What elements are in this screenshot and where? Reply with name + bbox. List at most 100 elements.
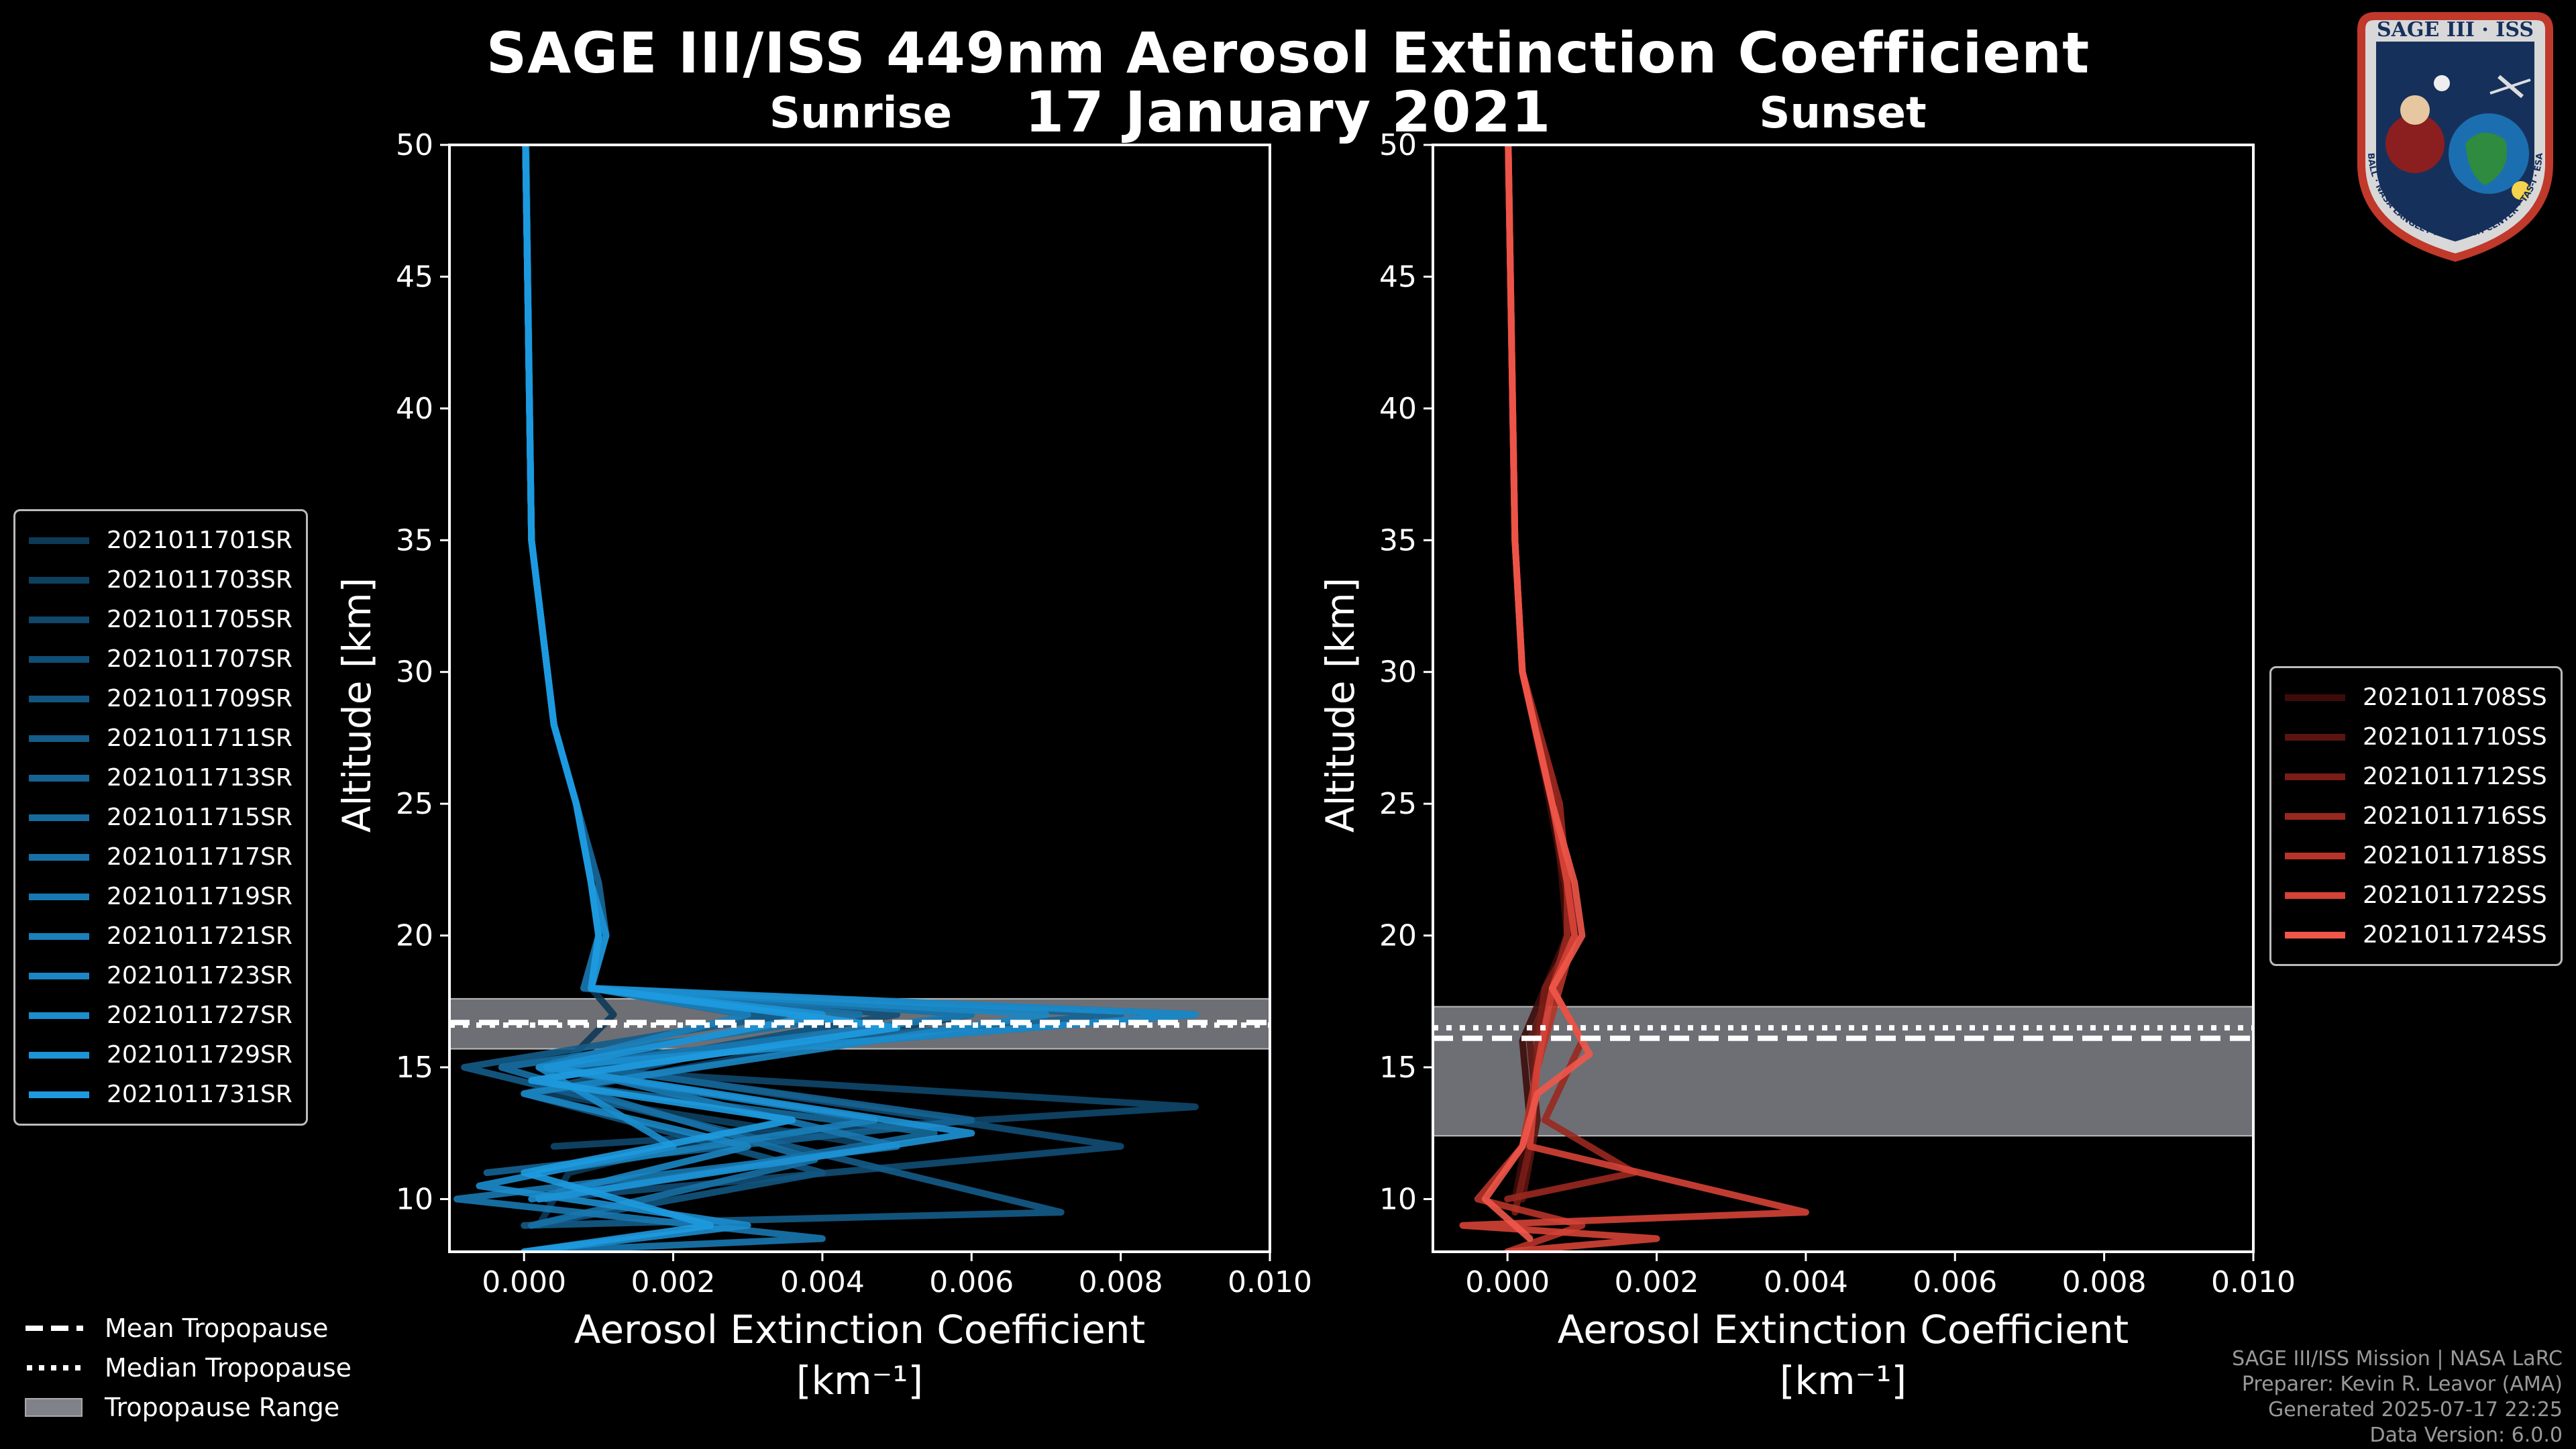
sunset-y-tick-label: 20 [1379, 919, 1417, 953]
legend-label: 2021011712SS [2363, 763, 2547, 790]
legend-swatch [2285, 773, 2345, 780]
sunrise-plot-area [449, 145, 1270, 1252]
figure-date: 17 January 2021 [1024, 79, 1552, 145]
legend-swatch [29, 1051, 89, 1059]
legend-label: 2021011722SS [2363, 881, 2547, 909]
legend-swatch [29, 853, 89, 861]
legend-swatch [29, 1012, 89, 1019]
sunset-y-tick-label: 10 [1379, 1182, 1417, 1216]
legend-label: 2021011727SR [107, 1002, 292, 1029]
sunrise-x-tick-label: 0.006 [929, 1265, 1014, 1299]
sunrise-y-tick-label: 50 [396, 128, 433, 162]
legend-swatch [29, 1091, 89, 1098]
legend-entry-2021011729SR: 2021011729SR [29, 1035, 292, 1075]
legend-label: 2021011718SS [2363, 842, 2547, 869]
legend-swatch [29, 972, 89, 979]
sunrise-y-tick-label: 35 [396, 523, 433, 557]
sunrise-y-tick-label: 20 [396, 919, 433, 953]
tropopause-legend: Mean Tropopause Median Tropopause Tropop… [24, 1308, 352, 1427]
legend-label: 2021011703SR [107, 566, 292, 594]
sunrise-axes-frame [448, 144, 1271, 1253]
sunrise-x-axis-unit: [km⁻¹] [796, 1358, 923, 1403]
sunrise-x-tick-label: 0.008 [1079, 1265, 1163, 1299]
legend-entry-2021011713SR: 2021011713SR [29, 758, 292, 798]
legend-entry-2021011716SS: 2021011716SS [2285, 796, 2547, 836]
sunrise-x-axis-label: Aerosol Extinction Coefficient [574, 1307, 1146, 1352]
tropopause-legend-median-label: Median Tropopause [105, 1352, 352, 1383]
sunrise-y-tick-label: 15 [396, 1051, 433, 1085]
sunset-plot-area [1433, 145, 2253, 1252]
legend-entry-2021011717SR: 2021011717SR [29, 837, 292, 877]
legend-swatch [29, 932, 89, 940]
legend-label: 2021011717SR [107, 843, 292, 871]
legend-label: 2021011708SS [2363, 684, 2547, 711]
sunset-x-axis-label: Aerosol Extinction Coefficient [1558, 1307, 2129, 1352]
legend-swatch [2285, 931, 2345, 938]
legend-entry-2021011708SS: 2021011708SS [2285, 678, 2547, 717]
sunset-x-tick-label: 0.008 [2062, 1265, 2147, 1299]
legend-entry-2021011707SR: 2021011707SR [29, 639, 292, 679]
tropopause-legend-mean: Mean Tropopause [24, 1308, 352, 1348]
legend-entry-2021011719SR: 2021011719SR [29, 877, 292, 916]
legend-label: 2021011724SS [2363, 921, 2547, 949]
legend-entry-2021011709SR: 2021011709SR [29, 679, 292, 718]
tropopause-legend-range: Tropopause Range [24, 1387, 352, 1427]
sunset-x-tick-label: 0.002 [1615, 1265, 1699, 1299]
figure-title: SAGE III/ISS 449nm Aerosol Extinction Co… [486, 20, 2090, 86]
legend-label: 2021011705SR [107, 606, 292, 633]
sunset-axes-frame [1432, 144, 2255, 1253]
legend-swatch [29, 655, 89, 663]
sunset-y-tick-label: 25 [1379, 787, 1417, 821]
sunset-x-tick-label: 0.000 [1465, 1265, 1550, 1299]
dashed-line-icon [25, 1325, 83, 1331]
legend-entry-2021011701SR: 2021011701SR [29, 521, 292, 560]
legend-label: 2021011709SR [107, 685, 292, 712]
legend-entry-2021011705SR: 2021011705SR [29, 600, 292, 639]
legend-label: 2021011710SS [2363, 723, 2547, 751]
sunset-y-tick-label: 35 [1379, 523, 1417, 557]
credits: SAGE III/ISS Mission | NASA LaRC Prepare… [2232, 1346, 2563, 1448]
legend-swatch [2285, 852, 2345, 859]
sunset-y-tick-label: 40 [1379, 392, 1417, 426]
legend-entry-2021011712SS: 2021011712SS [2285, 757, 2547, 796]
tropopause-legend-range-label: Tropopause Range [105, 1392, 340, 1422]
legend-swatch [2285, 694, 2345, 701]
dotted-line-icon [27, 1364, 83, 1371]
sunrise-y-tick-label: 25 [396, 787, 433, 821]
credit-preparer: Preparer: Kevin R. Leavor (AMA) [2241, 1373, 2563, 1396]
legend-swatch [29, 814, 89, 821]
legend-entry-2021011718SS: 2021011718SS [2285, 836, 2547, 875]
sunrise-y-axis-label: Altitude [km] [334, 578, 380, 833]
legend-entry-2021011731SR: 2021011731SR [29, 1075, 292, 1114]
legend-label: 2021011716SS [2363, 802, 2547, 830]
sunrise-y-tick-label: 10 [396, 1182, 433, 1216]
legend-swatch [29, 576, 89, 584]
legend-swatch [2285, 733, 2345, 741]
sunset-y-tick-label: 50 [1379, 128, 1417, 162]
legend-label: 2021011713SR [107, 764, 292, 792]
sunset-x-axis-unit: [km⁻¹] [1780, 1358, 1907, 1403]
credit-mission: SAGE III/ISS Mission | NASA LaRC [2232, 1347, 2563, 1371]
legend-label: 2021011731SR [107, 1081, 292, 1108]
legend-swatch [2285, 812, 2345, 820]
legend-entry-2021011721SR: 2021011721SR [29, 916, 292, 956]
sunset-y-tick-label: 15 [1379, 1051, 1417, 1085]
legend-label: 2021011721SR [107, 922, 292, 950]
legend-label: 2021011711SR [107, 724, 292, 752]
range-patch-icon [25, 1397, 83, 1417]
legend-label: 2021011715SR [107, 804, 292, 831]
sunrise-y-tick-label: 40 [396, 392, 433, 426]
sunrise-x-tick-label: 0.002 [631, 1265, 716, 1299]
legend-entry-2021011724SS: 2021011724SS [2285, 915, 2547, 955]
legend-swatch [29, 893, 89, 900]
legend-label: 2021011729SR [107, 1041, 292, 1069]
sunset-legend: 2021011708SS 2021011710SS 2021011712SS 2021… [2269, 666, 2563, 966]
profile-2021011731SR [521, 145, 901, 1252]
legend-label: 2021011701SR [107, 527, 292, 554]
legend-swatch [2285, 892, 2345, 899]
legend-swatch [29, 616, 89, 623]
sunset-x-tick-label: 0.010 [2211, 1265, 2296, 1299]
sunset-y-axis-label: Altitude [km] [1318, 578, 1363, 833]
legend-label: 2021011707SR [107, 645, 292, 673]
